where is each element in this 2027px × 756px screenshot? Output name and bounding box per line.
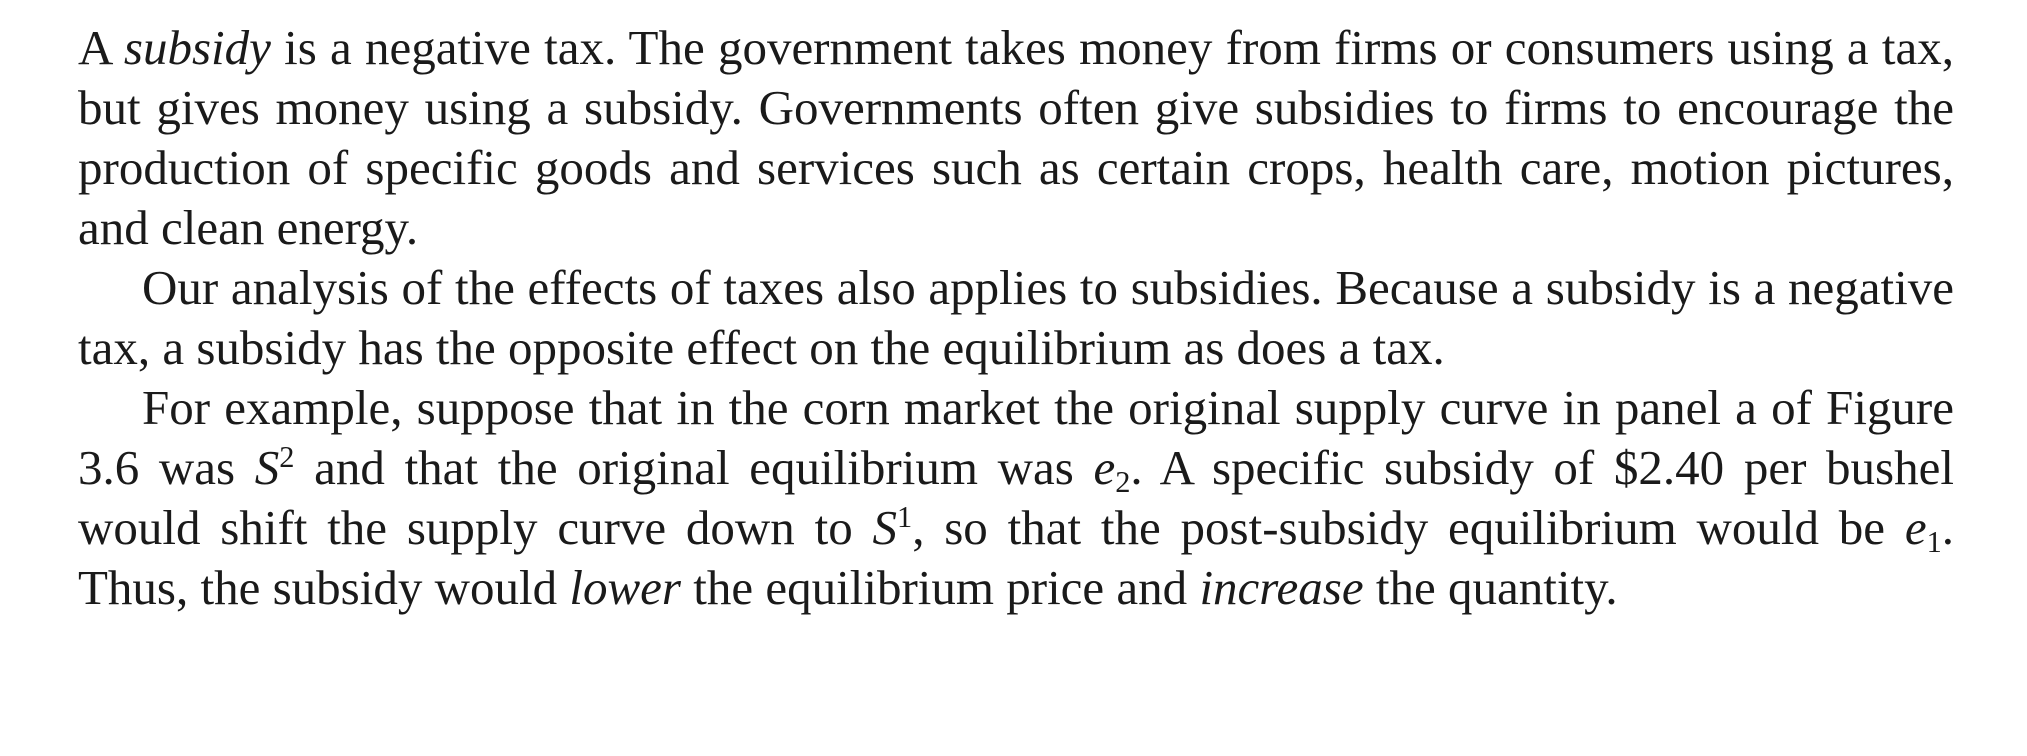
italic-term-subsidy: subsidy xyxy=(123,20,271,75)
superscript: 1 xyxy=(897,500,913,535)
superscript: 2 xyxy=(279,440,295,475)
text-span: . Thus, the subsidy would xyxy=(78,500,1954,615)
text-span: . A specific subsidy of $2.40 per bushel… xyxy=(78,440,1954,555)
text-span: , so that the post-subsidy equilibrium w… xyxy=(912,500,1905,555)
document-page: A subsidy is a negative tax. The governm… xyxy=(78,18,1954,618)
paragraph-tax-analysis: Our analysis of the effects of taxes als… xyxy=(78,258,1954,378)
symbol-equilibrium-e: e xyxy=(1093,440,1116,495)
text-span: Our analysis of the effects of taxes als… xyxy=(78,260,1954,375)
text-span: For example, suppose that in the corn ma… xyxy=(78,380,1954,495)
text-span: the equilibrium price and xyxy=(681,560,1200,615)
text-span: is a negative tax. The government takes … xyxy=(78,20,1954,255)
italic-word-increase: increase xyxy=(1199,560,1364,615)
paragraph-corn-example: For example, suppose that in the corn ma… xyxy=(78,378,1954,618)
symbol-supply-s: S xyxy=(872,500,898,555)
text-span: and that the original equilibrium was xyxy=(294,440,1094,495)
subscript: 2 xyxy=(1115,464,1131,499)
text-span: the quantity. xyxy=(1363,560,1618,615)
symbol-supply-s: S xyxy=(254,440,280,495)
symbol-equilibrium-e: e xyxy=(1904,500,1927,555)
paragraph-subsidy-definition: A subsidy is a negative tax. The governm… xyxy=(78,18,1954,258)
text-span: A xyxy=(78,20,124,75)
subscript: 1 xyxy=(1926,524,1942,559)
italic-word-lower: lower xyxy=(569,560,681,615)
